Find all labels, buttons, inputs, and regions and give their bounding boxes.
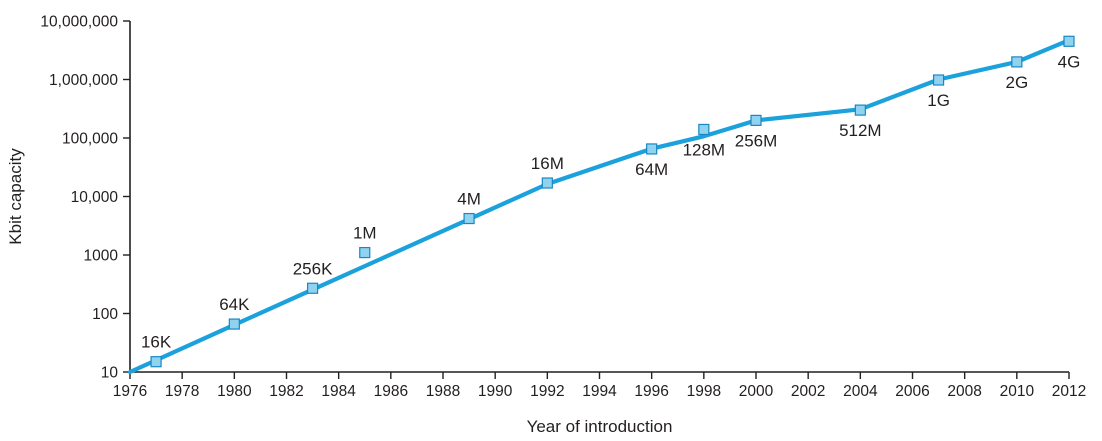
x-tick-label: 1998 (687, 383, 721, 400)
data-point-2g-label: 2G (1005, 73, 1028, 92)
x-tick-label: 1988 (426, 383, 460, 400)
x-tick-label: 2006 (895, 383, 929, 400)
data-point-4m-marker (463, 212, 475, 225)
x-tick-label: 1976 (113, 383, 147, 400)
data-point-16m-label: 16M (531, 154, 564, 173)
data-point-1g-marker (932, 74, 945, 86)
x-tick-label: 1980 (217, 383, 252, 400)
data-point-4m-label: 4M (457, 190, 481, 209)
y-tick-label: 1000 (84, 248, 119, 265)
x-tick-label: 2000 (739, 383, 774, 400)
data-point-2g-marker (1011, 56, 1023, 68)
x-tick-label: 1992 (530, 383, 564, 400)
data-markers (150, 35, 1075, 368)
data-point-512m-marker (854, 104, 866, 116)
data-point-16k-marker (150, 356, 162, 368)
x-tick-label: 2010 (1000, 383, 1035, 400)
data-point-64m-label: 64M (635, 160, 668, 179)
x-tick-label: 1986 (374, 383, 408, 400)
data-point-64k-label: 64K (219, 295, 250, 314)
y-ticks: 10 100 1000 10,000 100,000 1,000,000 10,000,00… (40, 14, 130, 382)
data-point-16m-marker (541, 177, 553, 189)
y-tick-label: 1,000,000 (49, 72, 118, 89)
x-tick-label: 2008 (947, 383, 981, 400)
data-point-256k-marker (306, 282, 319, 294)
x-tick-label: 1984 (321, 383, 356, 400)
x-tick-label: 2002 (791, 383, 825, 400)
data-point-4g-marker (1063, 35, 1075, 47)
data-point-256m-marker (750, 114, 762, 126)
y-tick-label: 10,000,000 (40, 14, 118, 31)
y-tick-label: 10 (101, 365, 119, 382)
data-point-64m-marker (646, 143, 658, 155)
data-point-64k-marker (228, 318, 240, 330)
x-tick-label: 1990 (478, 383, 513, 400)
y-tick-label: 100 (92, 306, 118, 323)
data-point-256m-label: 256M (735, 131, 778, 150)
data-point-1g-label: 1G (927, 91, 950, 110)
x-ticks: 1976 1978 1980 1982 1984 1986 1988 1990 1992 1994… (113, 372, 1086, 400)
data-point-512m-label: 512M (839, 121, 882, 140)
x-tick-label: 1994 (582, 383, 617, 400)
y-axis-title: Kbit capacity (6, 148, 25, 245)
data-point-128m-marker (698, 123, 710, 136)
data-point-1m-marker (359, 246, 371, 259)
x-tick-label: 1982 (269, 383, 303, 400)
data-labels: 16K 64K 256K 1M 4M 16M 64M 128M 256M 512M 1G 2G 4G (141, 52, 1080, 351)
axes (129, 21, 1069, 373)
data-point-128m-label: 128M (683, 140, 726, 159)
y-tick-label: 100,000 (62, 131, 118, 148)
capacity-trend-line (127, 38, 1072, 375)
x-tick-label: 1996 (634, 383, 668, 400)
x-tick-label: 2012 (1052, 383, 1086, 400)
x-axis-title: Year of introduction (527, 417, 673, 436)
x-tick-label: 2004 (843, 383, 878, 400)
y-tick-label: 10,000 (71, 189, 119, 206)
data-point-256k-label: 256K (293, 259, 333, 278)
data-point-1m-label: 1M (353, 224, 377, 243)
data-point-16k-label: 16K (141, 333, 172, 352)
x-tick-label: 1978 (165, 383, 199, 400)
data-point-4g-label: 4G (1058, 52, 1081, 71)
